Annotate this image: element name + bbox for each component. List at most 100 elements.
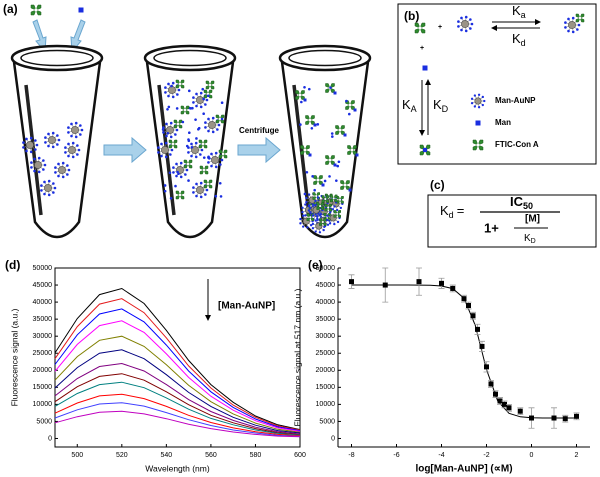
- man-dot: [197, 126, 201, 130]
- con-a-subunit: [300, 149, 306, 155]
- ligand-end: [306, 226, 309, 229]
- ligand-end: [172, 171, 175, 174]
- y-axis-label: Fluorescence signal at 517 nm (a.u.): [292, 288, 302, 426]
- ligand-end: [187, 151, 190, 154]
- con-a-center: [348, 103, 352, 107]
- ligand-end: [162, 131, 165, 134]
- man-dot: [176, 170, 179, 174]
- legend-label: Man: [495, 118, 511, 127]
- step-label: Centrifuge: [239, 126, 280, 135]
- ligand-end: [207, 129, 210, 133]
- ligand-end: [34, 139, 37, 142]
- con-a-subunit: [218, 153, 224, 159]
- con-a-icon: [30, 4, 42, 16]
- con-a-center: [201, 142, 205, 146]
- spectrum-line: [54, 410, 301, 438]
- con-a-subunit: [180, 105, 186, 111]
- man-dot: [330, 132, 334, 135]
- ligand-end: [299, 217, 302, 221]
- con-a-subunit: [184, 109, 190, 115]
- con-a-subunit: [35, 9, 42, 16]
- con-a-subunit: [209, 84, 215, 90]
- ligand-end: [326, 218, 329, 222]
- x-tick-label: 500: [71, 452, 83, 459]
- x-tick-label: 2: [575, 452, 579, 459]
- man-dot: [202, 156, 206, 159]
- con-a-subunit: [414, 22, 421, 29]
- con-a-center: [308, 118, 312, 122]
- ligand-end: [211, 130, 215, 134]
- ligand-end: [470, 97, 474, 101]
- ligand-end: [43, 163, 47, 167]
- con-a-subunit: [202, 139, 208, 145]
- man-aunp-icon: [192, 91, 209, 109]
- con-a-subunit: [175, 79, 181, 85]
- y-tick-label: 50000: [316, 265, 336, 272]
- con-a-subunit: [306, 213, 311, 218]
- ligand-end: [210, 164, 213, 168]
- con-a-subunit: [329, 194, 335, 199]
- y-tick-label: 25000: [316, 350, 336, 357]
- con-a-subunit: [327, 203, 332, 209]
- con-a-subunit: [203, 179, 209, 185]
- con-a-subunit: [199, 169, 205, 175]
- ligand-end: [464, 29, 468, 33]
- gold-core: [211, 156, 219, 164]
- denominator: 1+: [484, 220, 499, 235]
- ligand-end: [30, 161, 33, 164]
- con-a-subunit: [306, 216, 311, 221]
- man-dot: [201, 87, 205, 91]
- man-dot: [331, 135, 334, 138]
- ligand-end: [22, 141, 25, 144]
- con-a-subunit: [322, 218, 327, 223]
- ligand-end: [311, 227, 315, 230]
- ligand-end: [47, 132, 50, 136]
- ligand-end: [169, 153, 172, 156]
- ligand-end: [301, 210, 304, 214]
- con-a-subunit: [295, 94, 301, 100]
- con-a-subunit: [179, 190, 185, 196]
- ligand-end: [301, 206, 304, 209]
- man-aunp-icon: [470, 93, 486, 109]
- man-dot: [220, 117, 224, 121]
- ligand-end: [304, 203, 307, 206]
- ligand-end: [170, 148, 174, 152]
- subscript: D: [442, 104, 449, 114]
- ligand-end: [564, 26, 567, 29]
- con-a-subunit: [215, 118, 221, 124]
- y-tick-label: 35000: [316, 316, 336, 323]
- data-point: [484, 364, 489, 370]
- panel-box: [427, 194, 597, 248]
- man-dot: [323, 179, 327, 183]
- con-a-subunit: [175, 83, 181, 89]
- ligand-end: [199, 195, 203, 199]
- ligand-end: [304, 214, 307, 217]
- ligand-end: [71, 141, 75, 145]
- ligand-end: [47, 144, 50, 148]
- con-a-subunit: [203, 89, 209, 95]
- ligand-end: [457, 20, 460, 23]
- con-a-subunit: [173, 123, 179, 129]
- ligand-end: [33, 157, 36, 161]
- con-a-subunit: [30, 9, 37, 16]
- ligand-end: [470, 101, 474, 105]
- ligand-end: [37, 170, 41, 174]
- man-dot: [305, 170, 309, 174]
- ligand-end: [64, 151, 67, 154]
- con-a-subunit: [300, 145, 306, 151]
- data-point: [497, 398, 503, 404]
- man-icon: [343, 133, 347, 137]
- man-dot: [175, 107, 179, 110]
- data-point: [574, 413, 579, 419]
- ligand-end: [314, 230, 317, 233]
- y-tick-label: 50000: [33, 265, 53, 272]
- ligand-end: [185, 168, 189, 172]
- ligand-end: [307, 209, 311, 212]
- con-a-subunit: [324, 195, 330, 200]
- con-a-subunit: [184, 105, 190, 111]
- con-a-subunit: [309, 115, 315, 121]
- man-dot: [310, 126, 314, 130]
- ligand-end: [37, 156, 41, 160]
- ligand-end: [57, 138, 61, 142]
